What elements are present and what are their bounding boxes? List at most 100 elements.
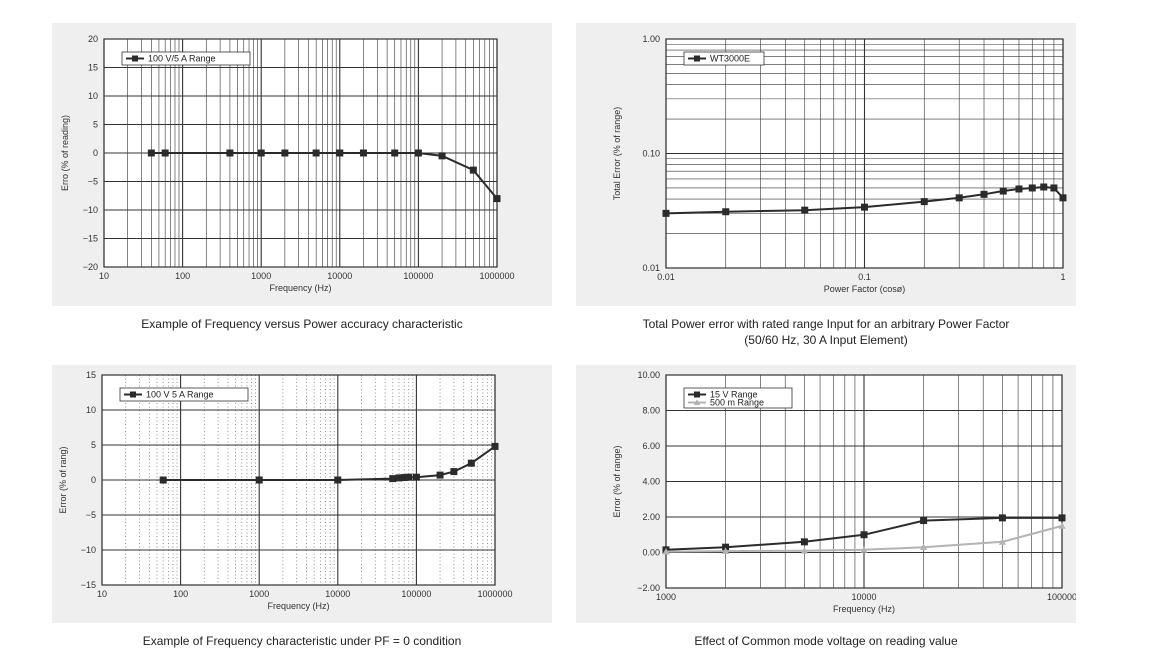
y-tick-label: 8.00 xyxy=(642,406,660,416)
x-tick-label: 1000 xyxy=(249,589,269,599)
data-point xyxy=(980,190,988,198)
data-point xyxy=(147,149,155,157)
data-point xyxy=(257,149,265,157)
data-point xyxy=(800,547,808,554)
plot-frame xyxy=(103,38,498,268)
y-tick-label: −10 xyxy=(81,545,96,555)
x-tick-label: 10 xyxy=(99,271,109,281)
data-point xyxy=(312,149,320,157)
y-tick-label: −5 xyxy=(88,177,98,187)
x-tick-label: 100000 xyxy=(401,589,431,599)
plot-frame xyxy=(665,38,1064,269)
chart-panel-2: 0.01 0.1 1 0.01 0.10 1.00 Power Factor (cosø) T… xyxy=(576,23,1076,306)
data-point xyxy=(412,473,420,481)
data-point xyxy=(1058,514,1066,522)
data-point xyxy=(662,548,670,555)
y-tick-label: 0 xyxy=(93,148,98,158)
chart-panel-3: 10 100 1000 10000 100000 1000000 −15 −10 −5 0 5 10 1… xyxy=(52,365,552,623)
data-point xyxy=(800,538,808,546)
legend-label: WT3000E xyxy=(710,54,750,64)
y-tick-label: 0.10 xyxy=(642,149,660,159)
data-point xyxy=(722,208,730,216)
data-point xyxy=(467,459,475,467)
x-tick-label: 1 xyxy=(1060,272,1065,282)
y-tick-label: 0 xyxy=(91,475,96,485)
data-point xyxy=(860,546,868,553)
legend-box xyxy=(683,51,765,66)
x-tick-label: 100 xyxy=(175,271,190,281)
data-point xyxy=(722,543,730,551)
data-point xyxy=(469,166,477,174)
data-point xyxy=(493,195,501,203)
x-axis-label: Frequency (Hz) xyxy=(267,601,329,611)
data-point xyxy=(861,203,868,211)
y-tick-label: 6.00 xyxy=(642,441,660,451)
data-point xyxy=(491,442,499,450)
y-axis-label: Erro (% of reading) xyxy=(60,115,70,191)
x-tick-label: 0.01 xyxy=(657,272,675,282)
data-point xyxy=(1015,185,1023,193)
data-point xyxy=(1050,184,1058,192)
y-tick-label: 4.00 xyxy=(642,477,660,487)
legend-swatch-marker xyxy=(693,399,701,405)
data-point xyxy=(436,471,444,479)
data-point xyxy=(400,474,408,482)
legend-label: 500 m Range xyxy=(710,398,764,408)
chart-1-caption: Example of Frequency versus Power accura… xyxy=(52,316,552,332)
x-axis-label: Frequency (Hz) xyxy=(269,283,331,293)
y-tick-label: −15 xyxy=(81,580,96,590)
plot-frame xyxy=(101,374,496,586)
data-point xyxy=(389,475,397,483)
y-tick-label: 10.00 xyxy=(637,370,660,380)
y-tick-label: 0.01 xyxy=(642,263,660,273)
legend-swatch-marker xyxy=(694,55,700,62)
chart-panel-4: 1000 10000 100000 −2.00 0.00 2.00 4.00 6.00 8.00… xyxy=(576,365,1076,623)
y-tick-label: −15 xyxy=(83,234,98,244)
x-tick-label: 10000 xyxy=(851,592,876,602)
chart-2-caption-line-2: (50/60 Hz, 30 A Input Element) xyxy=(744,333,908,347)
data-point xyxy=(998,538,1006,545)
data-point xyxy=(414,149,422,157)
data-point xyxy=(281,149,289,157)
data-point xyxy=(255,476,263,484)
data-point xyxy=(722,547,730,554)
x-tick-label: 10000 xyxy=(327,271,352,281)
data-point xyxy=(1040,183,1048,191)
data-point xyxy=(1059,194,1067,202)
y-tick-label: 20 xyxy=(88,34,98,44)
legend-swatch-marker xyxy=(132,55,138,62)
chart-2-svg: 0.01 0.1 1 0.01 0.10 1.00 Power Factor (cosø) T… xyxy=(612,34,1067,294)
legend-box xyxy=(119,387,249,402)
x-tick-label: 1000 xyxy=(656,592,676,602)
data-point xyxy=(226,149,234,157)
y-tick-label: −20 xyxy=(83,262,98,272)
data-point xyxy=(662,209,670,217)
y-tick-label: 15 xyxy=(86,370,96,380)
y-tick-label: 2.00 xyxy=(642,512,660,522)
y-tick-label: −10 xyxy=(83,205,98,215)
legend-swatch-marker xyxy=(130,391,136,398)
chart-panel-1: 10 100 1000 10000 100000 1000000 −20 −15 −10 −5 0 5… xyxy=(52,23,552,306)
y-tick-label: 15 xyxy=(88,63,98,73)
data-point xyxy=(920,198,928,206)
data-point xyxy=(438,152,446,160)
legend-label: 100 V/5 A Range xyxy=(148,54,216,64)
x-tick-label: 100000 xyxy=(403,271,433,281)
data-point xyxy=(955,194,963,202)
data-point xyxy=(998,514,1006,522)
legend-label: 15 V Range xyxy=(710,390,758,400)
data-point xyxy=(336,149,344,157)
data-point xyxy=(860,531,868,539)
y-tick-label: −2.00 xyxy=(637,583,660,593)
data-point xyxy=(450,468,458,476)
x-tick-label: 1000 xyxy=(251,271,271,281)
y-tick-label: 5 xyxy=(93,120,98,130)
plot-frame xyxy=(665,374,1063,589)
x-axis-label: Power Factor (cosø) xyxy=(824,284,906,294)
y-axis-label: Total Error (% of range) xyxy=(612,107,622,201)
legend-swatch-marker xyxy=(694,391,700,398)
data-point xyxy=(161,149,169,157)
x-axis-label: Frequency (Hz) xyxy=(833,604,895,614)
data-point xyxy=(920,517,928,525)
chart-1-svg: 10 100 1000 10000 100000 1000000 −20 −15 −10 −5 0 5… xyxy=(60,34,515,293)
